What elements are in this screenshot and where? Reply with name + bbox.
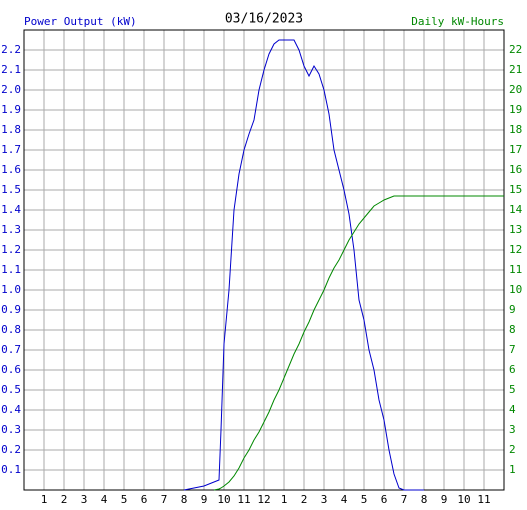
x-tick-label: 6: [141, 493, 148, 506]
x-tick-label: 7: [161, 493, 168, 506]
y2-tick-label: 17: [509, 143, 522, 156]
y-tick-label: 0.8: [1, 323, 21, 336]
y-axis-label: Power Output (kW): [24, 15, 137, 28]
y2-tick-label: 11: [509, 263, 522, 276]
y-tick-label: 0.5: [1, 383, 21, 396]
y-tick-label: 1.4: [1, 203, 21, 216]
x-tick-label: 4: [341, 493, 348, 506]
y-tick-label: 1.3: [1, 223, 21, 236]
x-tick-label: 9: [441, 493, 448, 506]
y-tick-label: 1.8: [1, 123, 21, 136]
y-tick-label: 1.9: [1, 103, 21, 116]
y2-axis-label: Daily kW-Hours: [411, 15, 504, 28]
x-tick-label: 10: [217, 493, 230, 506]
y2-tick-label: 7: [509, 343, 516, 356]
plot-border: [23, 29, 505, 491]
x-tick-label: 8: [181, 493, 188, 506]
x-tick-label: 2: [301, 493, 308, 506]
y2-tick-label: 14: [509, 203, 523, 216]
y2-tick-label: 10: [509, 283, 522, 296]
y2-tick-label: 20: [509, 83, 522, 96]
y2-tick-label: 16: [509, 163, 522, 176]
series-line: [183, 39, 424, 491]
x-tick-label: 8: [421, 493, 428, 506]
y2-tick-label: 5: [509, 383, 516, 396]
y2-tick-label: 22: [509, 43, 522, 56]
x-tick-label: 1: [281, 493, 288, 506]
y-tick-label: 1.1: [1, 263, 21, 276]
x-tick-label: 3: [321, 493, 328, 506]
y-tick-label: 2.2: [1, 43, 21, 56]
y2-tick-label: 18: [509, 123, 522, 136]
y-tick-label: 1.2: [1, 243, 21, 256]
x-tick-label: 2: [61, 493, 68, 506]
x-tick-label: 5: [361, 493, 368, 506]
x-tick-label: 7: [401, 493, 408, 506]
y-tick-label: 0.9: [1, 303, 21, 316]
chart-title: 03/16/2023: [225, 12, 303, 27]
x-tick-label: 6: [381, 493, 388, 506]
x-tick-label: 9: [201, 493, 208, 506]
y2-tick-label: 13: [509, 223, 522, 236]
y-tick-label: 0.1: [1, 463, 21, 476]
y2-tick-label: 4: [509, 403, 516, 416]
series-line: [213, 195, 504, 491]
y-tick-label: 0.3: [1, 423, 21, 436]
x-tick-label: 1: [41, 493, 48, 506]
x-tick-label: 5: [121, 493, 128, 506]
y-tick-label: 0.6: [1, 363, 21, 376]
y-tick-label: 0.2: [1, 443, 21, 456]
y2-tick-label: 1: [509, 463, 516, 476]
y-tick-label: 0.7: [1, 343, 21, 356]
y-tick-label: 1.5: [1, 183, 21, 196]
y2-tick-label: 3: [509, 423, 516, 436]
y2-tick-label: 6: [509, 363, 516, 376]
y2-tick-label: 21: [509, 63, 522, 76]
y2-tick-label: 15: [509, 183, 522, 196]
x-tick-label: 4: [101, 493, 108, 506]
y-tick-label: 1.6: [1, 163, 21, 176]
x-tick-label: 12: [257, 493, 270, 506]
y2-tick-label: 8: [509, 323, 516, 336]
y2-tick-label: 2: [509, 443, 516, 456]
y2-tick-label: 19: [509, 103, 522, 116]
y-tick-label: 1.7: [1, 143, 21, 156]
x-tick-label: 3: [81, 493, 88, 506]
y-tick-label: 2.1: [1, 63, 21, 76]
y-tick-label: 1.0: [1, 283, 21, 296]
y-tick-label: 0.4: [1, 403, 21, 416]
y2-tick-label: 9: [509, 303, 516, 316]
x-tick-label: 11: [237, 493, 250, 506]
x-tick-label: 10: [457, 493, 470, 506]
y2-tick-label: 12: [509, 243, 522, 256]
x-tick-label: 11: [477, 493, 490, 506]
y-tick-label: 2.0: [1, 83, 21, 96]
